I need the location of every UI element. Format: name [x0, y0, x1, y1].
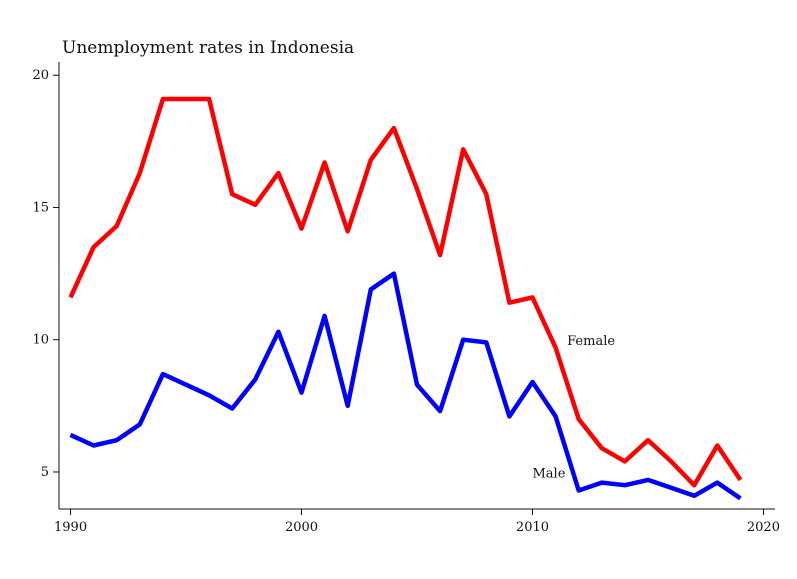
y-axis-ticks: 5 10 15 20	[32, 68, 59, 480]
y-tick-label: 5	[41, 465, 49, 480]
series-label-male: Male	[532, 466, 565, 481]
chart-title: Unemployment rates in Indonesia	[62, 38, 354, 58]
x-axis-ticks: 1990 2000 2010 2020	[54, 509, 780, 535]
x-tick-label: 2010	[516, 520, 549, 535]
y-tick-label: 10	[32, 333, 49, 348]
series-line-male	[69, 271, 742, 501]
series-lines	[68, 96, 743, 501]
series-labels: Female Male	[532, 334, 615, 481]
y-tick-label: 20	[32, 68, 49, 83]
x-tick-label: 2020	[747, 520, 780, 535]
x-tick-label: 1990	[54, 520, 87, 535]
y-tick-label: 15	[32, 200, 49, 215]
series-line-female	[68, 96, 743, 488]
series-label-female: Female	[567, 334, 615, 349]
x-tick-label: 2000	[285, 520, 318, 535]
